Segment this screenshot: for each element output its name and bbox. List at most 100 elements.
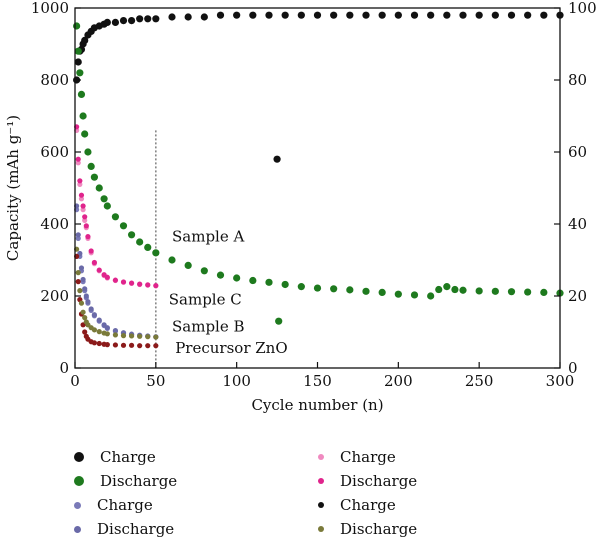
series-a-charge [73,11,564,163]
data-point [184,13,192,21]
legend-label: Discharge [340,520,418,538]
legend: Charge Discharge Charge Discharge Charge Disc… [0,440,600,543]
data-point [524,11,532,19]
data-point [76,69,84,77]
data-point [119,222,128,230]
data-point [233,11,241,19]
data-point [75,232,81,238]
x-tick-label: 150 [303,372,332,390]
data-point [200,267,208,275]
data-point [459,11,467,19]
data-point [73,22,81,30]
data-point [82,214,88,220]
data-point [435,285,443,294]
data-point [80,276,86,283]
legend-label: Charge [340,496,396,514]
data-point [77,181,83,187]
data-point [119,17,128,25]
data-point [137,281,143,287]
data-point [136,15,144,23]
data-point [87,162,95,170]
data-point [91,312,97,318]
data-point [200,13,208,21]
legend-marker-icon [318,454,324,460]
data-point [78,192,85,198]
data-point [184,261,192,269]
legend-item: Discharge [318,517,417,541]
data-point [81,130,89,138]
data-point [80,207,86,213]
data-point [128,280,135,286]
data-point [82,217,88,223]
y2-tick-label: 100 [568,0,597,17]
data-point [96,267,102,273]
series-a-discharge [73,22,564,325]
data-point [74,58,82,66]
legend-label: Charge [100,448,156,466]
data-point [75,160,81,166]
y-tick-label: 600 [40,143,69,161]
data-point [128,342,135,348]
legend-marker-icon [74,501,81,509]
data-point [152,15,160,23]
plot-area [73,11,564,368]
series-c-discharge [74,124,159,289]
data-point [233,274,241,282]
data-point [491,287,499,295]
data-point [330,285,338,293]
legend-label: Charge [340,448,396,466]
data-point [104,342,110,348]
data-point [75,279,81,285]
axes: 0 50 100 150 200 250 3000200400600800100002040… [31,0,597,390]
data-point [540,11,548,19]
legend-marker-icon [318,478,324,484]
legend-item: Discharge [74,469,177,493]
data-point [136,238,144,246]
data-point [84,148,92,156]
data-point [90,173,98,181]
data-point [249,11,257,19]
data-point [540,288,548,296]
legend-marker-icon [318,526,324,532]
data-point [394,11,402,19]
y-tick-label: 200 [40,287,69,305]
data-point [112,327,119,334]
y2-tick-label: 60 [568,143,587,161]
data-point [273,155,281,163]
data-point [144,15,152,23]
data-point [85,234,91,240]
legend-label: Discharge [97,520,175,538]
sample-annotations: Sample A Sample C Sample B Precursor ZnO [169,228,288,358]
x-tick-label: 250 [465,372,494,390]
y-tick-label: 1000 [31,0,69,17]
data-point [77,288,83,294]
annotation-label: Sample C [169,291,242,309]
data-point [346,11,354,19]
data-point [104,325,110,331]
legend-marker-icon [74,525,81,533]
data-point [111,18,120,26]
data-point [75,156,81,162]
data-point [103,18,111,26]
legend-item: Charge [74,493,153,517]
data-point [145,343,151,349]
capacity-chart: 0 50 100 150 200 250 3000200400600800100002040… [4,0,597,414]
data-point [362,11,370,19]
data-point [91,340,97,346]
data-point [346,286,354,294]
data-point [137,343,143,349]
data-point [491,11,499,19]
data-point [524,288,532,296]
data-point [216,11,225,19]
data-point [362,287,370,295]
data-point [79,112,87,120]
data-point [153,282,159,289]
data-point [78,196,85,202]
data-point [82,315,88,321]
data-point [297,283,305,291]
y-tick-label: 0 [59,359,69,377]
data-point [152,249,160,257]
data-point [281,280,289,289]
data-point [82,329,88,335]
data-point [313,284,322,292]
